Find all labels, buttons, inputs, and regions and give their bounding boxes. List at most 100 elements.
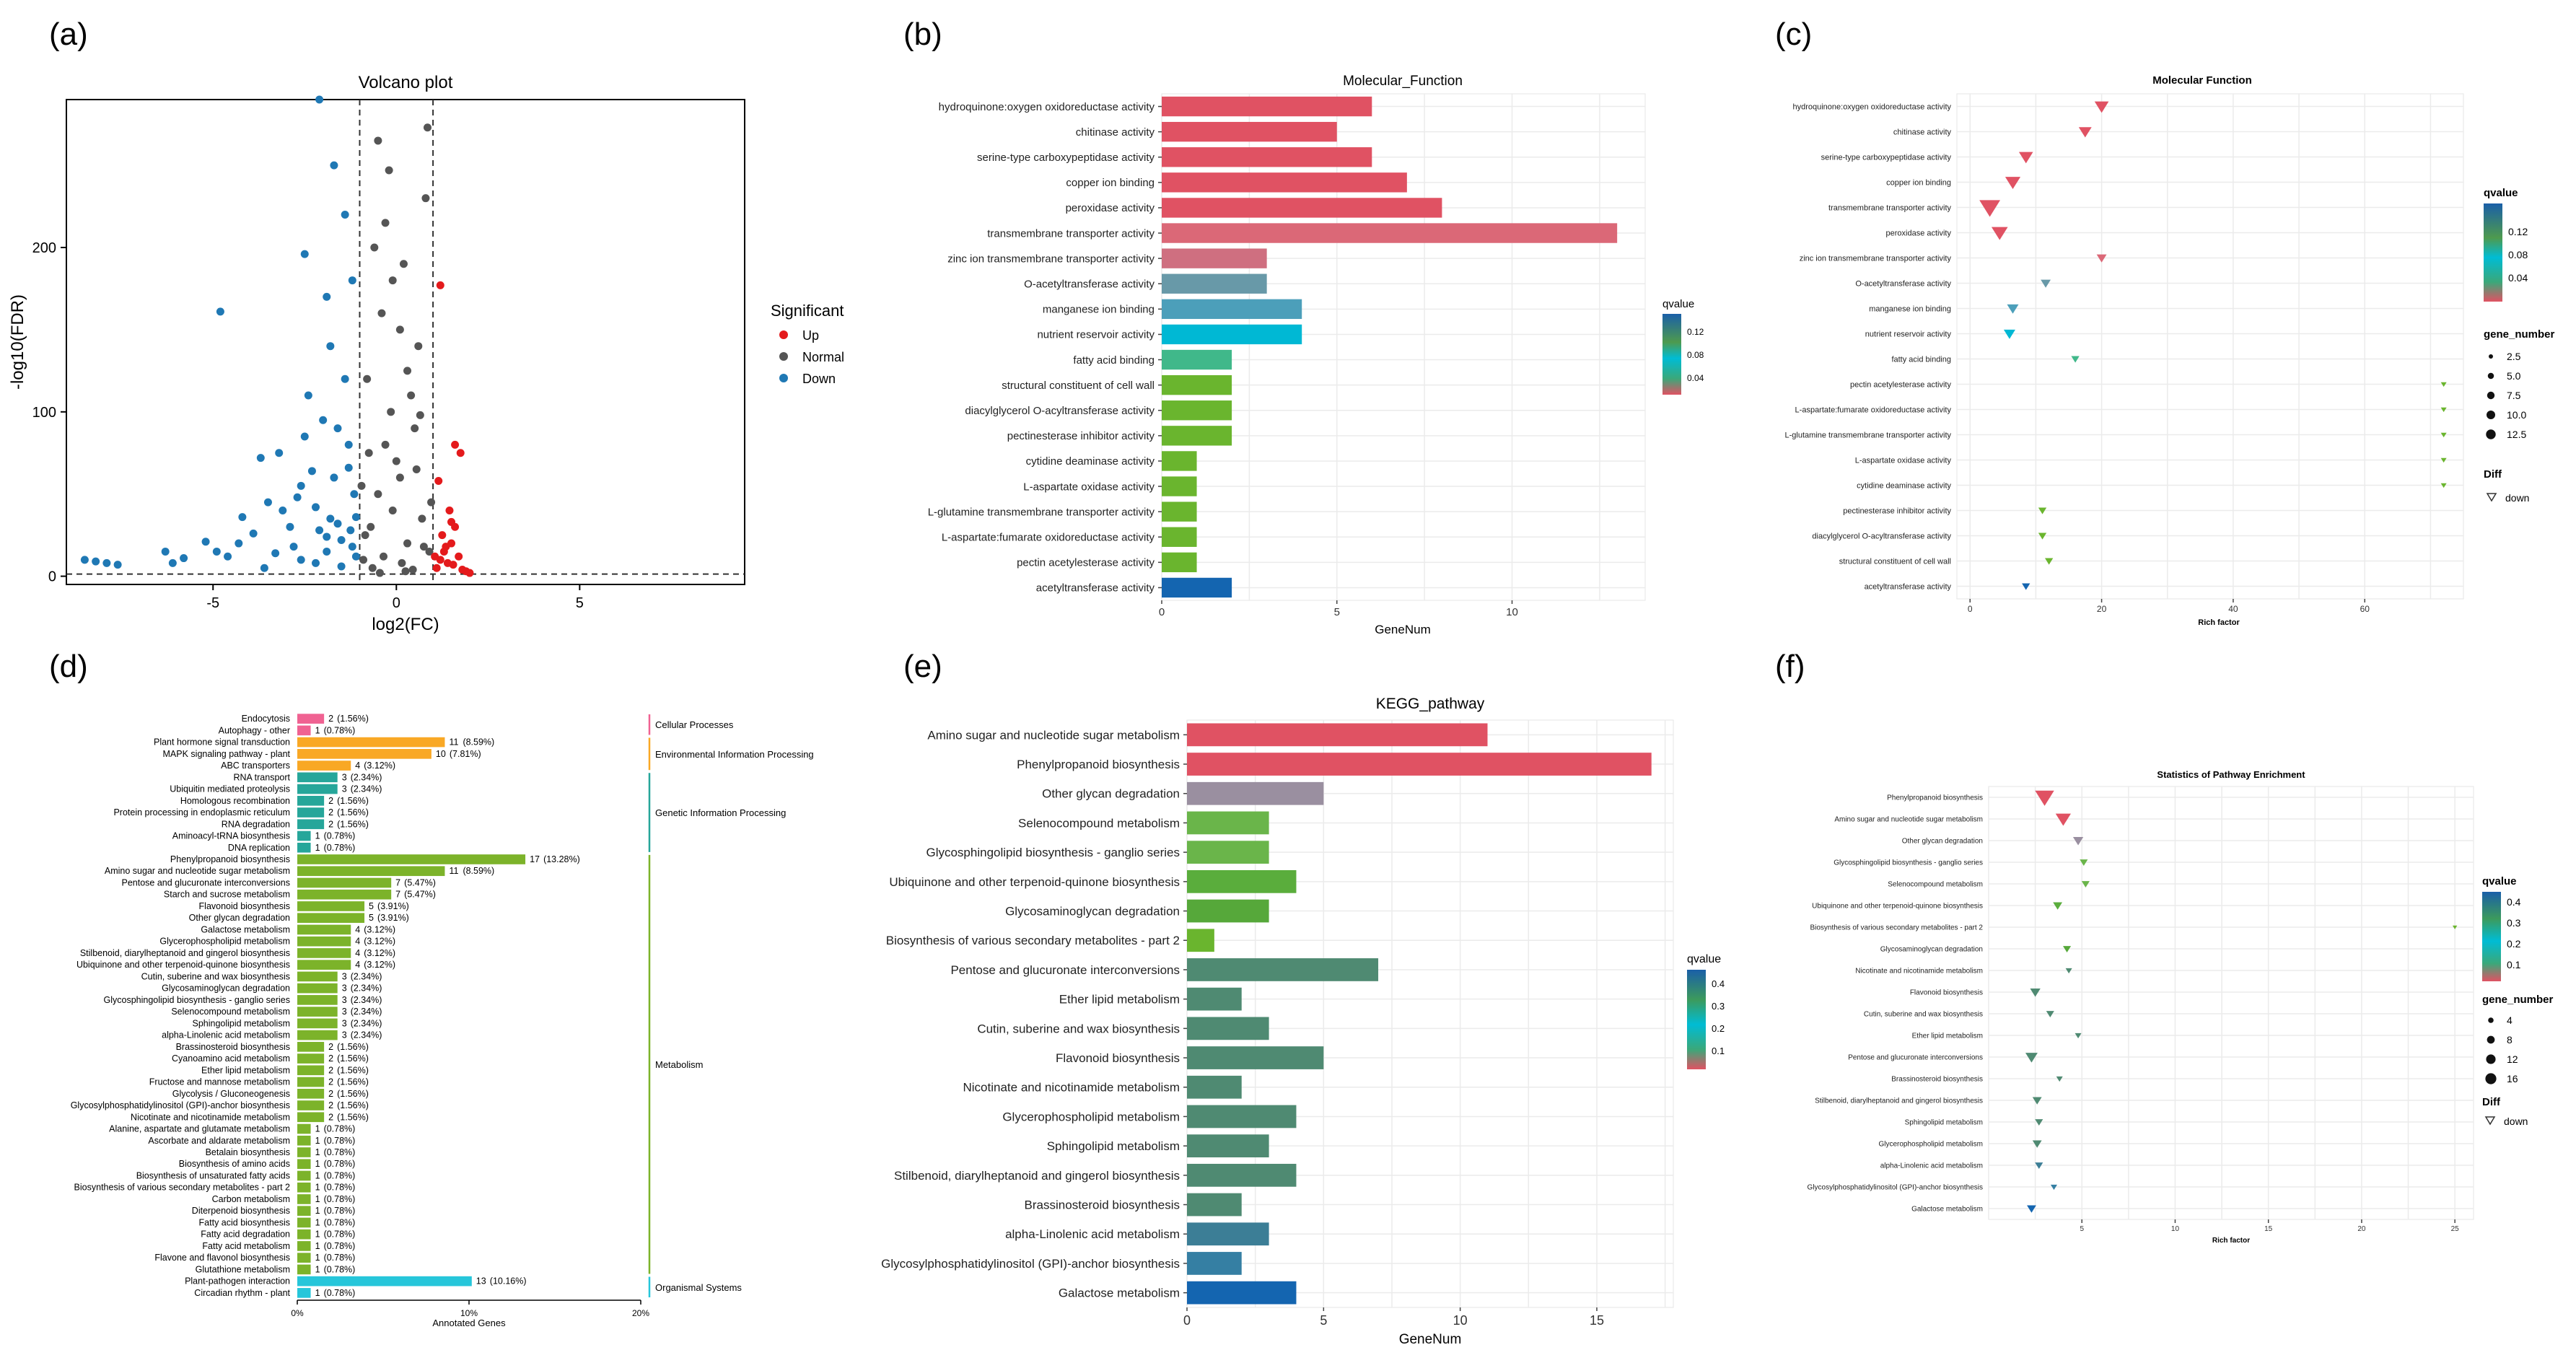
- volcano-point-down: [180, 554, 188, 563]
- panel-d-kegg-classification: Endocytosis 2 (1.56%) Autophagy - other 1 (0.…: [71, 714, 814, 1328]
- volcano-point-down: [333, 424, 342, 433]
- dot-category-label: Selenocompound metabolism: [1888, 881, 1983, 889]
- kegg-class-count: 2: [328, 796, 333, 806]
- kegg-class-percent: (0.78%): [324, 1241, 356, 1251]
- mf-scatter-diff-down-icon: [2486, 493, 2497, 502]
- volcano-point-down: [341, 210, 349, 219]
- volcano-point-down: [333, 520, 342, 528]
- enrichment-marker: [2440, 483, 2447, 488]
- bar-category-label: peroxidase activity: [1066, 202, 1155, 214]
- bar: [1162, 299, 1302, 320]
- dot-category-label: pectinesterase inhibitor activity: [1843, 507, 1951, 515]
- size-legend-marker: [2486, 429, 2496, 439]
- volcano-point-normal: [368, 564, 377, 572]
- volcano-point-normal: [381, 219, 390, 227]
- kegg-class-bar: [297, 1053, 325, 1064]
- volcano-point-down: [235, 539, 243, 548]
- kegg-class-bar: [297, 1030, 338, 1040]
- kegg-class-count: 3: [342, 983, 347, 994]
- x-tick-label: 40: [2228, 604, 2238, 614]
- panel-label-c: (c): [1775, 17, 1812, 52]
- pathway-scatter-legend: qvalue 0.4 0.3 0.2 0.1 gene_number 4 8 12 1…: [2482, 875, 2554, 1127]
- bar-category-label: acetyltransferase activity: [1036, 582, 1155, 595]
- kegg-class-count: 1: [315, 1288, 320, 1298]
- enrichment-marker: [2072, 836, 2084, 846]
- legend-down-label: Down: [802, 372, 836, 386]
- mf-scatter-diff-label: down: [2505, 492, 2529, 504]
- panel-e-kegg-bar: KEGG_pathway Amino sugar and nucleotide …: [881, 696, 1725, 1347]
- pathway-scatter-diff-down-icon: [2484, 1116, 2496, 1126]
- size-legend-label: 12: [2507, 1053, 2518, 1065]
- kegg-class-bar: [297, 1217, 311, 1228]
- kegg-class-bar: [297, 830, 311, 841]
- enrichment-marker: [2003, 329, 2015, 339]
- volcano-point-down: [326, 342, 335, 351]
- x-tick-label: 60: [2360, 604, 2370, 614]
- kegg-class-bar: [297, 761, 351, 771]
- mf-scatter-legend: qvalue 0.12 0.08 0.04 gene_number 2.5 5.0…: [2484, 187, 2555, 504]
- bar-category-label: nutrient reservoir activity: [1037, 329, 1155, 341]
- kegg-class-count: 4: [355, 960, 360, 970]
- kegg-class-count: 13: [476, 1276, 486, 1287]
- kegg-class-item-label: Starch and sucrose metabolism: [164, 890, 290, 900]
- kegg-class-item-label: Brassinosteroid biosynthesis: [176, 1042, 290, 1052]
- volcano-point-down: [315, 526, 324, 535]
- dot-category-label: Biosynthesis of various secondary metabo…: [1810, 924, 1983, 932]
- kegg-class-percent: (3.12%): [364, 960, 395, 970]
- bar-category-label: Flavonoid biosynthesis: [1056, 1051, 1180, 1065]
- kegg-class-item-label: Plant hormone signal transduction: [154, 737, 290, 748]
- bar-category-label: Sphingolipid metabolism: [1047, 1139, 1180, 1153]
- volcano-point-down: [351, 552, 360, 561]
- volcano-point-down: [300, 250, 309, 258]
- kegg-class-bar: [297, 1007, 338, 1017]
- x-tick-label: 20: [2097, 604, 2107, 614]
- kegg-class-count: 11: [449, 866, 458, 876]
- bar-category-label: alpha-Linolenic acid metabolism: [1005, 1227, 1180, 1241]
- enrichment-marker: [2032, 1140, 2042, 1148]
- kegg-class-count: 1: [315, 1136, 320, 1146]
- kegg-class-count: 2: [328, 1112, 333, 1122]
- bar: [1162, 400, 1232, 421]
- volcano-point-normal: [380, 552, 388, 561]
- kegg-class-percent: (1.56%): [337, 1065, 369, 1075]
- bar: [1162, 223, 1618, 243]
- bar: [1187, 781, 1324, 805]
- volcano-point-down: [212, 547, 221, 556]
- kegg-class-percent: (1.56%): [337, 1100, 369, 1110]
- dot-category-label: copper ion binding: [1886, 178, 1951, 187]
- kegg-class-percent: (13.28%): [543, 854, 580, 864]
- kegg-class-percent: (2.34%): [351, 983, 382, 994]
- volcano-point-down: [224, 552, 232, 561]
- bar-category-label: Glycerophospholipid metabolism: [1002, 1110, 1180, 1123]
- dot-category-label: hydroquinone:oxygen oxidoreductase activ…: [1792, 102, 1951, 111]
- bar-category-label: L-aspartate:fumarate oxidoreductase acti…: [942, 532, 1155, 544]
- x-tick-label: 0: [1183, 1313, 1191, 1328]
- kegg-class-count: 2: [328, 714, 333, 724]
- volcano-point-normal: [398, 558, 406, 567]
- kegg-class-item-label: Glycolysis / Gluconeogenesis: [172, 1089, 290, 1099]
- enrichment-marker: [2038, 507, 2047, 514]
- kegg-class-bar: [297, 842, 311, 853]
- volcano-point-normal: [399, 260, 408, 268]
- mf-scatter-qvalue-tick: 0.04: [2508, 272, 2528, 284]
- kegg-class-count: 1: [315, 1206, 320, 1216]
- mf-scatter-size-title: gene_number: [2484, 328, 2555, 341]
- volcano-point-down: [260, 564, 268, 572]
- kegg-class-count: 1: [315, 725, 320, 735]
- kegg-class-group-label: Cellular Processes: [655, 719, 734, 730]
- kegg-class-count: 3: [342, 784, 347, 794]
- volcano-point-down: [113, 561, 122, 569]
- enrichment-marker: [2044, 558, 2054, 565]
- kegg-class-bar: [297, 924, 351, 935]
- kegg-class-item-label: Glutathione metabolism: [196, 1264, 290, 1274]
- kegg-class-percent: (0.78%): [324, 1170, 356, 1180]
- volcano-point-normal: [370, 243, 379, 252]
- bar-category-label: L-glutamine transmembrane transporter ac…: [928, 506, 1155, 518]
- kegg-bar-xlabel: GeneNum: [1399, 1332, 1462, 1347]
- kegg-class-percent: (0.78%): [324, 1253, 356, 1263]
- dot-category-label: Cutin, suberine and wax biosynthesis: [1864, 1011, 1983, 1019]
- kegg-class-bar: [297, 1135, 311, 1146]
- bar: [1162, 374, 1232, 395]
- kegg-class-item-label: Cutin, suberine and wax biosynthesis: [141, 971, 290, 981]
- kegg-bar-colorbar: qvalue 0.4 0.3 0.2 0.1: [1687, 953, 1725, 1069]
